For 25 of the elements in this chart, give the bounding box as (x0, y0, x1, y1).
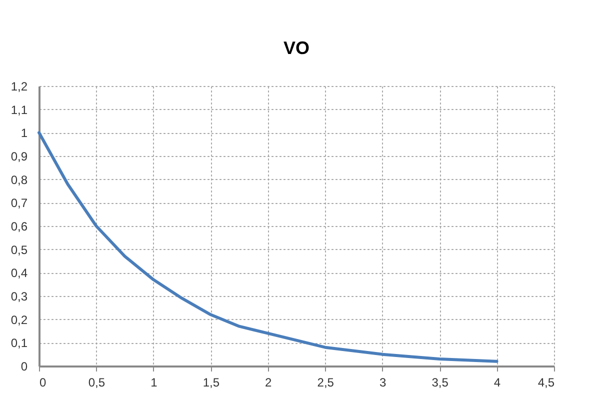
line-series (38, 131, 498, 363)
x-tick-label: 3 (379, 376, 386, 390)
y-tick-label: 0,2 (10, 312, 28, 327)
x-tick-label: 0,5 (88, 376, 106, 390)
y-tick-label: 1,1 (10, 102, 28, 117)
x-tick-label: 2 (265, 376, 272, 390)
y-tick-label: 0 (20, 360, 28, 374)
x-tick-label: 1,5 (202, 376, 220, 390)
chart-title: VO (283, 38, 310, 58)
x-tick-label: 4 (494, 376, 501, 390)
y-tick-label: 0,5 (10, 242, 28, 257)
y-tick-label: 0,1 (10, 336, 28, 350)
y-tick-label: 0,9 (10, 150, 28, 164)
x-tick-label: 1 (150, 376, 158, 390)
x-tick-label: 4,5 (538, 376, 555, 390)
y-tick-label: 1 (20, 126, 28, 140)
y-tick-label: 0,6 (10, 220, 28, 234)
y-tick-label: 0,4 (10, 266, 28, 280)
y-tick-label: 0,8 (10, 172, 28, 187)
y-tick-label: 1,2 (10, 80, 28, 94)
x-tick-label: 0 (40, 376, 46, 390)
y-tick-label: 0,7 (10, 196, 28, 210)
x-tick-label: 3,5 (432, 376, 449, 390)
x-tick-label: 2,5 (317, 376, 334, 390)
y-tick-label: 0,3 (10, 290, 28, 304)
